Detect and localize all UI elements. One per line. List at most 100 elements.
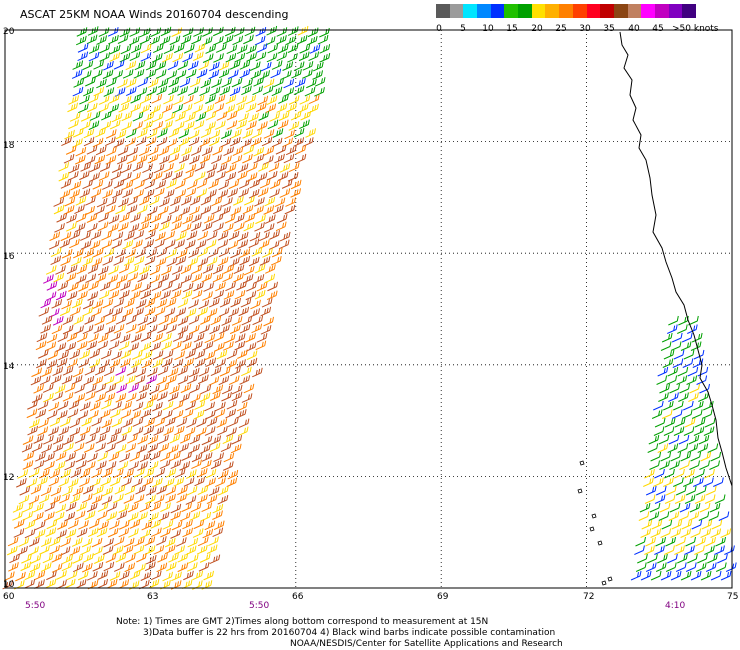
wind-barb (179, 206, 191, 216)
wind-barb (201, 580, 213, 590)
wind-barb (156, 136, 168, 147)
wind-barb (125, 248, 136, 259)
wind-barb (33, 384, 44, 394)
wind-barb (81, 416, 93, 427)
wind-barb (96, 510, 108, 521)
wind-barb (129, 36, 140, 46)
wind-barb (659, 383, 670, 394)
wind-barb (140, 408, 152, 419)
wind-barb (718, 511, 730, 521)
wind-barb (191, 213, 203, 223)
wind-barb (285, 197, 296, 207)
wind-barb (166, 324, 177, 334)
wind-barb (145, 494, 156, 505)
wind-barb (261, 298, 273, 308)
wind-barb (157, 366, 169, 376)
wind-barb (82, 299, 94, 310)
wind-barb (200, 315, 211, 325)
wind-barb (102, 298, 114, 309)
wind-barb (207, 248, 219, 258)
wind-barb (169, 273, 180, 283)
wind-barb (127, 512, 139, 522)
wind-barb (278, 94, 289, 104)
wind-barb (210, 366, 222, 377)
wind-barb (648, 434, 660, 445)
wind-barb (695, 536, 706, 547)
wind-barb (155, 180, 166, 190)
wind-barb (43, 274, 54, 284)
wind-barb (231, 316, 243, 326)
wind-barb (270, 256, 282, 266)
wind-barb (145, 486, 157, 496)
wind-barb (66, 332, 78, 342)
coastline-path (619, 31, 733, 487)
wind-barb (175, 255, 187, 266)
wind-barb (136, 154, 148, 165)
wind-barb (234, 52, 246, 63)
wind-barb (287, 172, 299, 182)
wind-barb (160, 580, 171, 590)
wind-barb (630, 570, 642, 581)
wind-barb (189, 77, 201, 88)
wind-barb (209, 86, 221, 97)
wind-barb (23, 451, 35, 461)
wind-barb (200, 511, 212, 522)
latitude-tick-label: 10 (3, 580, 15, 590)
wind-barb (701, 409, 713, 419)
wind-barb (116, 383, 128, 394)
wind-barb (263, 223, 275, 233)
wind-barb (259, 256, 271, 266)
wind-barb (61, 136, 72, 147)
wind-barb (668, 434, 680, 445)
wind-barb (209, 129, 221, 140)
wind-barb (68, 519, 79, 530)
wind-barb (228, 307, 240, 318)
wind-barb (204, 401, 215, 412)
wind-barb (90, 230, 102, 241)
wind-barb (699, 502, 711, 513)
island (579, 460, 585, 466)
wind-barb (56, 579, 67, 590)
wind-barb (130, 172, 141, 182)
wind-barb (115, 444, 127, 454)
wind-barb (676, 375, 688, 385)
colorbar-segment (504, 4, 519, 18)
wind-barb (165, 298, 177, 308)
wind-barb (85, 76, 96, 87)
wind-barb (270, 179, 281, 190)
wind-barb (140, 214, 152, 224)
wind-barb (86, 340, 98, 351)
wind-barb (73, 442, 85, 453)
wind-barb (180, 223, 192, 233)
wind-barb (113, 324, 125, 334)
wind-barb (182, 214, 194, 225)
wind-barb (640, 570, 652, 581)
wind-barb (66, 291, 78, 301)
wind-barb (223, 341, 234, 351)
wind-barb (167, 367, 179, 378)
wind-barb (221, 391, 232, 402)
wind-barb (186, 418, 197, 428)
wind-barb (128, 223, 140, 233)
wind-barb (209, 442, 221, 453)
wind-barb (75, 452, 87, 463)
wind-barb (256, 333, 268, 343)
wind-barb (190, 146, 202, 156)
wind-barb (135, 136, 147, 146)
wind-barb (97, 265, 109, 276)
wind-barb (671, 519, 683, 530)
wind-barb (79, 477, 90, 487)
wind-barb (86, 502, 98, 513)
wind-barb (661, 332, 673, 343)
wind-barb (99, 52, 111, 62)
wind-barb (67, 408, 79, 419)
wind-barb (29, 418, 40, 429)
wind-barb (28, 546, 39, 556)
wind-barb (299, 119, 310, 130)
wind-barb (86, 222, 98, 233)
wind-barb (79, 349, 90, 360)
wind-barb (185, 187, 197, 198)
wind-barb (691, 409, 703, 419)
wind-barb (640, 528, 652, 538)
wind-barb (77, 290, 88, 301)
